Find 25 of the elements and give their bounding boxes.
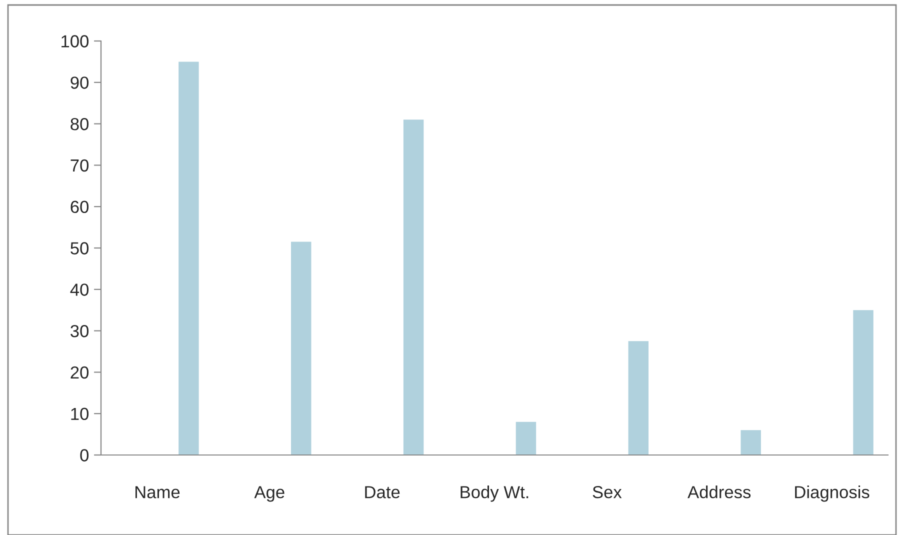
x-tick-label: Date [365, 486, 400, 498]
x-tick-label: Address [688, 486, 751, 498]
x-tick-label: Sex [592, 486, 622, 498]
y-tick-label: 30 [70, 324, 89, 338]
bar [740, 430, 761, 455]
x-tick-label: Diagnosis [795, 486, 870, 502]
y-tick-label: 80 [70, 118, 89, 130]
y-tick-label: 0 [80, 449, 89, 462]
y-tick-label: 60 [70, 200, 89, 214]
y-tick-label: 70 [70, 159, 89, 172]
bar [628, 341, 649, 455]
bar [291, 242, 312, 455]
y-tick-label: 40 [70, 284, 89, 296]
bar [178, 62, 199, 455]
bar [516, 422, 536, 455]
y-tick-label: 20 [70, 366, 89, 379]
bar [853, 310, 874, 455]
x-tick-label: Name [135, 486, 180, 498]
y-tick-label: 10 [71, 408, 89, 420]
y-tick-label: 50 [70, 242, 89, 254]
y-tick-label: 90 [70, 76, 89, 89]
x-tick-label: Body Wt. [460, 486, 528, 502]
x-tick-label: Age [254, 486, 284, 502]
y-tick-label: 100 [62, 35, 89, 48]
bar [403, 120, 424, 455]
